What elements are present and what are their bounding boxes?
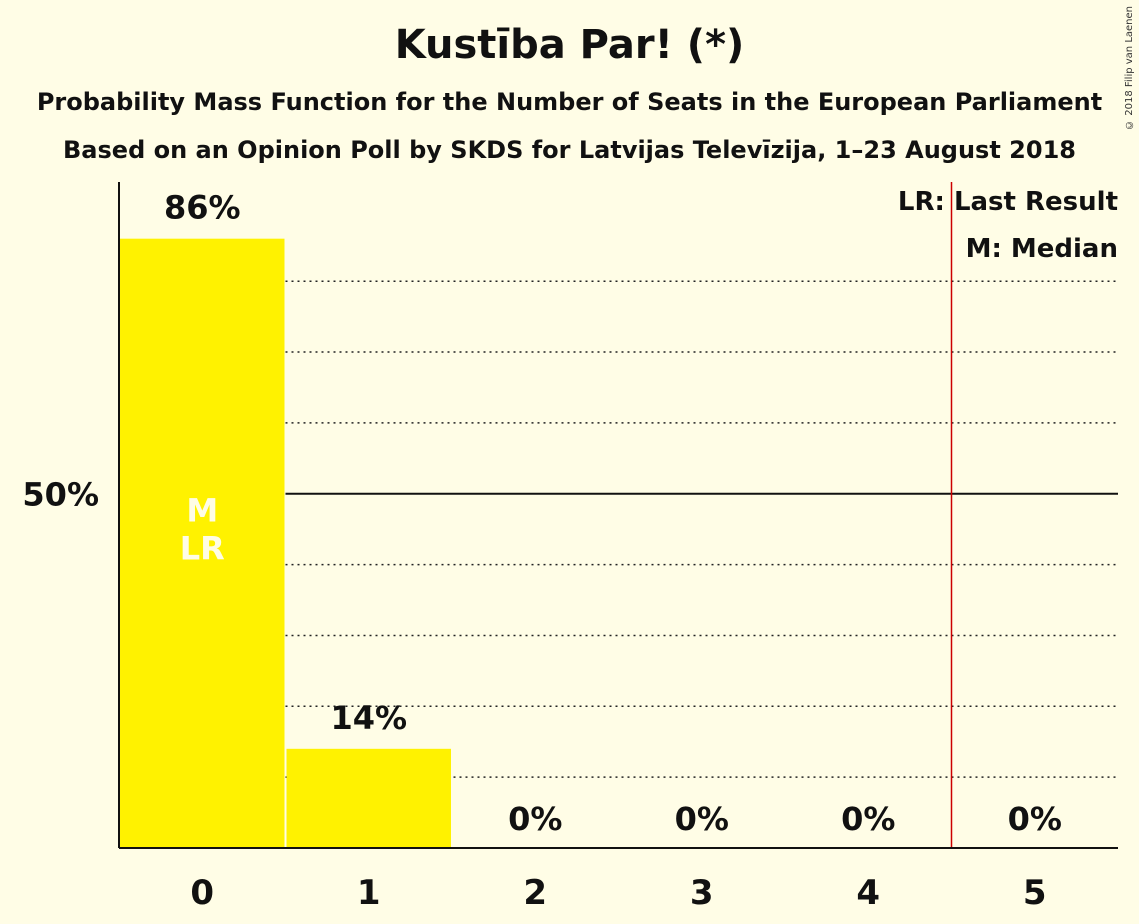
x-tick-label-2: 2 <box>523 873 547 913</box>
bar-value-label-3: 0% <box>675 800 729 838</box>
x-tick-label-0: 0 <box>190 873 214 913</box>
x-tick-label-3: 3 <box>690 873 714 913</box>
x-tick-label-5: 5 <box>1023 873 1047 913</box>
bar-1 <box>286 748 451 848</box>
bar-marker-lr: LR <box>180 530 225 568</box>
bar-value-label-0: 86% <box>164 189 241 227</box>
chart-title: Kustība Par! (*) <box>394 22 745 68</box>
bar-0 <box>120 238 285 848</box>
legend-item-0: LR: Last Result <box>898 187 1118 217</box>
x-tick-label-4: 4 <box>856 873 880 913</box>
x-tick-label-1: 1 <box>357 873 381 913</box>
chart-subtitle-1: Probability Mass Function for the Number… <box>36 88 1103 116</box>
bar-marker-m: M <box>186 492 218 530</box>
bar-value-label-4: 0% <box>841 800 895 838</box>
bar-value-label-5: 0% <box>1008 800 1062 838</box>
legend-item-1: M: Median <box>966 234 1118 264</box>
y-tick-label-50: 50% <box>22 476 99 514</box>
chart-subtitle-2: Based on an Opinion Poll by SKDS for Lat… <box>63 136 1076 164</box>
bar-value-label-1: 14% <box>330 699 407 737</box>
bar-value-label-2: 0% <box>508 800 562 838</box>
